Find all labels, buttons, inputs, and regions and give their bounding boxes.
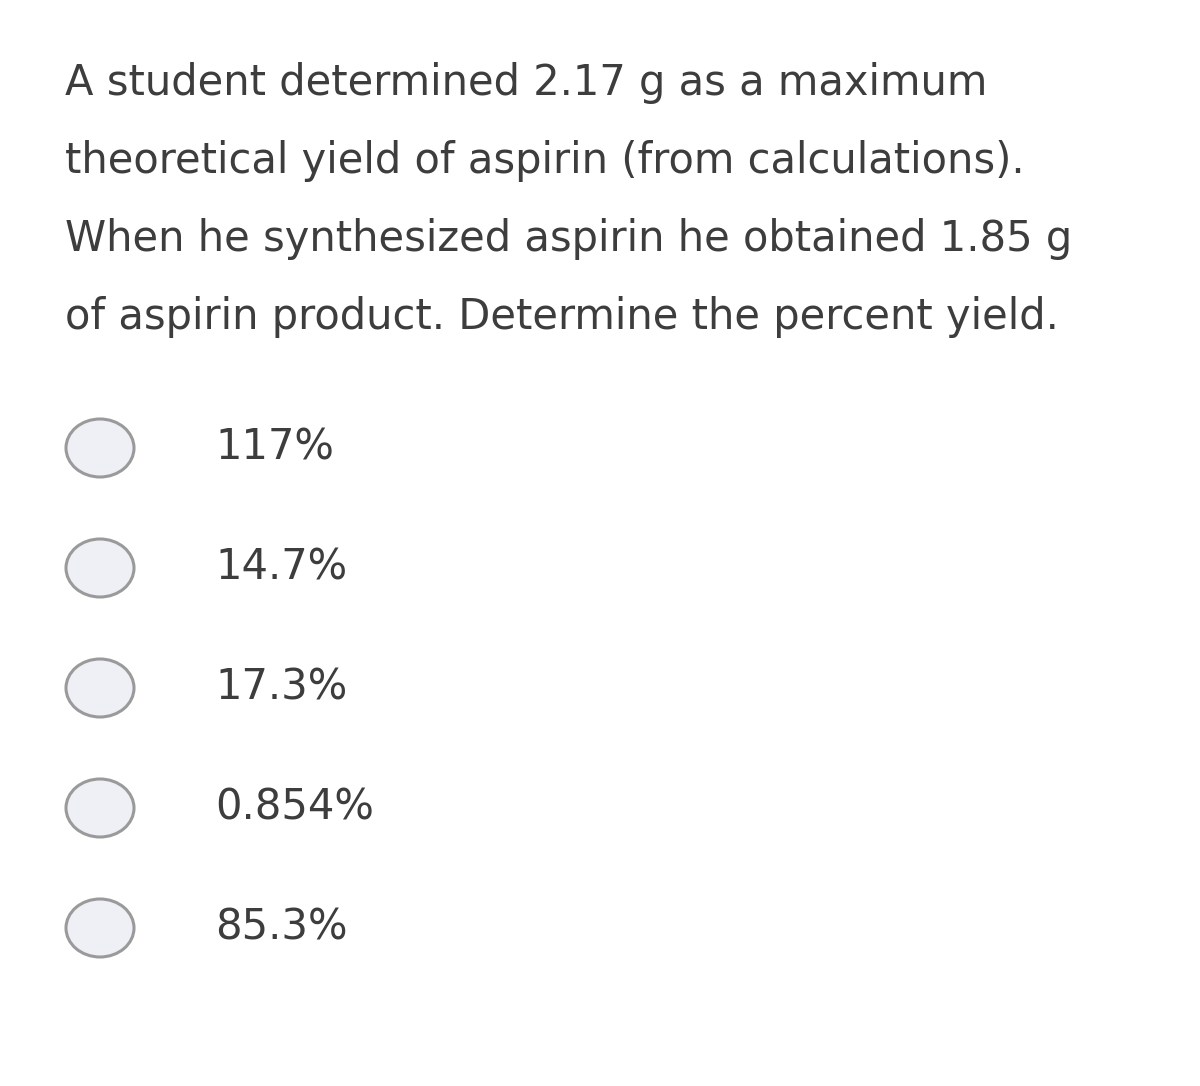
Text: 17.3%: 17.3%	[215, 667, 347, 709]
Ellipse shape	[66, 899, 134, 957]
Text: 14.7%: 14.7%	[215, 547, 347, 589]
Text: When he synthesized aspirin he obtained 1.85 g: When he synthesized aspirin he obtained …	[65, 218, 1073, 260]
Ellipse shape	[66, 419, 134, 477]
Text: 0.854%: 0.854%	[215, 787, 374, 829]
Text: of aspirin product. Determine the percent yield.: of aspirin product. Determine the percen…	[65, 296, 1058, 338]
Ellipse shape	[66, 659, 134, 717]
Text: 117%: 117%	[215, 427, 334, 469]
Text: theoretical yield of aspirin (from calculations).: theoretical yield of aspirin (from calcu…	[65, 140, 1025, 182]
Ellipse shape	[66, 779, 134, 837]
Text: A student determined 2.17 g as a maximum: A student determined 2.17 g as a maximum	[65, 62, 988, 104]
Text: 85.3%: 85.3%	[215, 907, 348, 949]
Ellipse shape	[66, 539, 134, 597]
